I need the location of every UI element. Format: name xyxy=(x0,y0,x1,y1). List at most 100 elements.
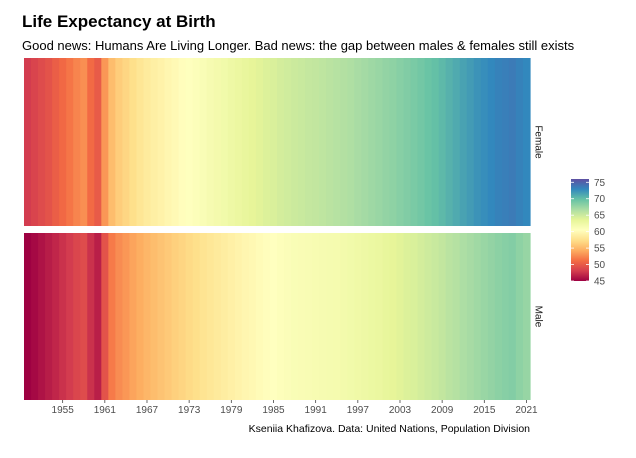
heatmap-cell xyxy=(80,58,88,226)
heatmap-cell xyxy=(284,58,292,226)
heatmap-cell xyxy=(129,58,138,226)
heatmap-cell xyxy=(171,233,180,400)
heatmap-cell xyxy=(480,58,489,226)
x-axis: 1955 1961 1967 1973 1979 1985 1991 1997 2003 2009… xyxy=(52,400,538,416)
heatmap-cell xyxy=(220,233,229,400)
heatmap-cell xyxy=(522,58,531,226)
heatmap-cell xyxy=(269,58,278,226)
heatmap-cell xyxy=(185,233,194,400)
heatmap-cell xyxy=(424,58,433,226)
heatmap-cell xyxy=(340,58,348,226)
heatmap-cell xyxy=(515,58,524,226)
heatmap-cell xyxy=(157,233,166,400)
heatmap-cell xyxy=(284,233,292,400)
colorbar-tick-label: 60 xyxy=(594,227,606,238)
heatmap-cell xyxy=(305,58,313,226)
heatmap-cell xyxy=(227,233,236,400)
heatmap-cell xyxy=(417,233,426,400)
heatmap-cell xyxy=(403,58,412,226)
heatmap-cell xyxy=(340,233,348,400)
heatmap-cell xyxy=(298,233,306,400)
heatmap-cell xyxy=(354,58,362,226)
heatmap-cell xyxy=(73,233,81,400)
heatmap-cell xyxy=(24,58,32,226)
facet-panel-male xyxy=(24,233,531,400)
heatmap-cell xyxy=(396,58,405,226)
heatmap-cell xyxy=(480,233,489,400)
heatmap-cell xyxy=(241,233,250,400)
heatmap-cell xyxy=(494,58,503,226)
heatmap-cell xyxy=(445,58,454,226)
heatmap-cell xyxy=(361,233,369,400)
x-tick-label: 1997 xyxy=(347,405,370,416)
colorbar-tick-label: 45 xyxy=(594,277,606,288)
heatmap-cell xyxy=(291,58,299,226)
heatmap-cell xyxy=(234,58,243,226)
facet-panel-female xyxy=(24,58,531,226)
heatmap-cell xyxy=(375,233,384,400)
heatmap-cell xyxy=(164,58,173,226)
heatmap-cell xyxy=(368,58,376,226)
heatmap-cell xyxy=(361,58,369,226)
heatmap-cell xyxy=(494,233,503,400)
heatmap-cell xyxy=(382,233,391,400)
heatmap-cell xyxy=(438,58,447,226)
heatmap-cell xyxy=(522,233,531,400)
x-tick-label: 1961 xyxy=(94,405,117,416)
heatmap-cell xyxy=(150,233,159,400)
heatmap-cell xyxy=(319,233,327,400)
heatmap-cell xyxy=(31,58,39,226)
heatmap-cell xyxy=(38,233,46,400)
heatmap-cell xyxy=(417,58,426,226)
heatmap-cell xyxy=(466,58,475,226)
heatmap-cell xyxy=(347,58,355,226)
heatmap-cell xyxy=(227,58,236,226)
heatmap-cell xyxy=(115,58,123,226)
heatmap-cell xyxy=(171,58,180,226)
heatmap-cell xyxy=(501,233,510,400)
heatmap-cell xyxy=(213,58,222,226)
heatmap-cell xyxy=(59,58,67,226)
heatmap-cell xyxy=(101,58,109,226)
heatmap-cell xyxy=(403,233,412,400)
heatmap-cell xyxy=(466,233,475,400)
heatmap-cell xyxy=(424,233,433,400)
heatmap-cell xyxy=(473,233,482,400)
heatmap-cell xyxy=(305,233,313,400)
heatmap-cell xyxy=(487,233,496,400)
color-legend: 45 50 55 60 65 70 75 xyxy=(571,178,606,288)
heatmap-cell xyxy=(87,58,95,226)
x-tick-label: 1973 xyxy=(178,405,201,416)
heatmap-panels xyxy=(24,58,531,400)
heatmap-cell xyxy=(277,233,285,400)
heatmap-cell xyxy=(262,58,271,226)
heatmap-cell xyxy=(431,233,440,400)
x-tick-label: 1967 xyxy=(136,405,159,416)
heatmap-cell xyxy=(375,58,384,226)
heatmap-cell xyxy=(24,233,32,400)
heatmap-cell xyxy=(52,233,60,400)
heatmap-cell xyxy=(101,233,109,400)
heatmap-cell xyxy=(277,58,285,226)
heatmap-cell xyxy=(368,233,376,400)
heatmap-cell xyxy=(94,233,102,400)
heatmap-cell xyxy=(291,233,299,400)
heatmap-cell xyxy=(515,233,524,400)
heatmap-cell xyxy=(241,58,250,226)
heatmap-cell xyxy=(452,58,461,226)
heatmap-cell xyxy=(410,233,419,400)
heatmap-cell xyxy=(164,233,173,400)
heatmap-cell xyxy=(122,233,131,400)
heatmap-cell xyxy=(312,233,320,400)
heatmap-cell xyxy=(410,58,419,226)
heatmap-cell xyxy=(234,233,243,400)
x-tick-label: 1955 xyxy=(52,405,75,416)
heatmap-cell xyxy=(382,58,391,226)
heatmap-cell xyxy=(396,233,405,400)
x-tick-label: 2015 xyxy=(473,405,496,416)
heatmap-cell xyxy=(115,233,123,400)
heatmap-cell xyxy=(248,233,257,400)
heatmap-cell xyxy=(438,233,447,400)
heatmap-cell xyxy=(262,233,271,400)
